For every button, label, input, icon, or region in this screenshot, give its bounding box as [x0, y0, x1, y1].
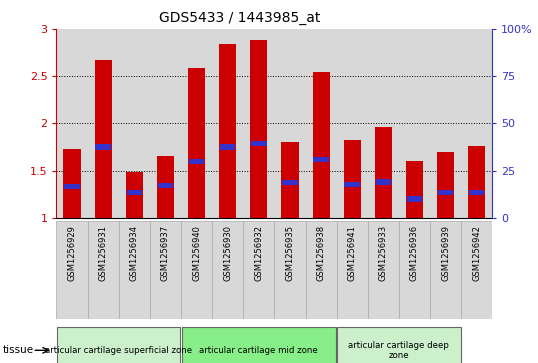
Bar [368, 221, 399, 319]
Bar [150, 221, 181, 319]
Bar [250, 40, 267, 218]
Bar [57, 327, 180, 363]
Text: GSM1256934: GSM1256934 [130, 225, 139, 281]
Text: GSM1256936: GSM1256936 [410, 225, 419, 281]
Bar [157, 156, 174, 218]
Bar [399, 29, 430, 218]
Bar [95, 144, 111, 150]
Text: GSM1256930: GSM1256930 [223, 225, 232, 281]
Bar [468, 146, 485, 218]
Bar [243, 29, 274, 218]
Bar [461, 29, 492, 218]
Bar [430, 221, 461, 319]
Bar [181, 221, 212, 319]
Bar [65, 184, 80, 189]
Bar [189, 159, 204, 164]
Bar [274, 29, 306, 218]
Bar [88, 221, 119, 319]
Bar [219, 44, 236, 218]
Bar [407, 196, 422, 201]
Bar [461, 221, 492, 319]
Bar [119, 221, 150, 319]
Bar [344, 182, 360, 187]
Text: articular cartilage deep
zone: articular cartilage deep zone [349, 340, 449, 360]
Bar [399, 221, 430, 319]
Text: GSM1256942: GSM1256942 [472, 225, 481, 281]
Bar [337, 327, 461, 363]
Bar [56, 221, 88, 319]
Text: GSM1256933: GSM1256933 [379, 225, 388, 281]
Text: GSM1256935: GSM1256935 [286, 225, 294, 281]
Bar [88, 29, 119, 218]
Text: articular cartilage superficial zone: articular cartilage superficial zone [45, 346, 192, 355]
Bar [430, 29, 461, 218]
Text: GSM1256937: GSM1256937 [161, 225, 170, 281]
Text: articular cartilage mid zone: articular cartilage mid zone [200, 346, 318, 355]
Text: GDS5433 / 1443985_at: GDS5433 / 1443985_at [159, 11, 320, 25]
Bar [251, 140, 266, 146]
Bar [56, 29, 88, 218]
Bar [126, 172, 143, 218]
Bar [182, 327, 336, 363]
Bar [181, 29, 212, 218]
Bar [313, 157, 329, 162]
Text: GSM1256931: GSM1256931 [98, 225, 108, 281]
Text: GSM1256939: GSM1256939 [441, 225, 450, 281]
Bar [337, 221, 368, 319]
Bar [188, 68, 205, 218]
Bar [243, 221, 274, 319]
Bar [150, 29, 181, 218]
Bar [313, 73, 330, 218]
Bar [282, 180, 298, 185]
Text: GSM1256941: GSM1256941 [348, 225, 357, 281]
Bar [274, 221, 306, 319]
Text: GSM1256940: GSM1256940 [192, 225, 201, 281]
Bar [212, 221, 243, 319]
Bar [119, 29, 150, 218]
Bar [337, 29, 368, 218]
Bar [469, 190, 484, 195]
Text: GSM1256932: GSM1256932 [254, 225, 263, 281]
Bar [368, 29, 399, 218]
Bar [220, 144, 236, 150]
Bar [126, 190, 142, 195]
Bar [158, 183, 173, 188]
Bar [306, 29, 337, 218]
Text: GSM1256929: GSM1256929 [68, 225, 76, 281]
Text: tissue: tissue [3, 345, 34, 355]
Bar [375, 127, 392, 218]
Bar [63, 149, 81, 218]
Bar [438, 190, 454, 195]
Bar [281, 142, 299, 218]
Text: GSM1256938: GSM1256938 [316, 225, 325, 281]
Bar [306, 221, 337, 319]
Bar [437, 152, 454, 218]
Bar [376, 179, 391, 184]
Bar [212, 29, 243, 218]
Bar [344, 140, 361, 218]
Bar [95, 60, 112, 218]
Bar [406, 161, 423, 218]
